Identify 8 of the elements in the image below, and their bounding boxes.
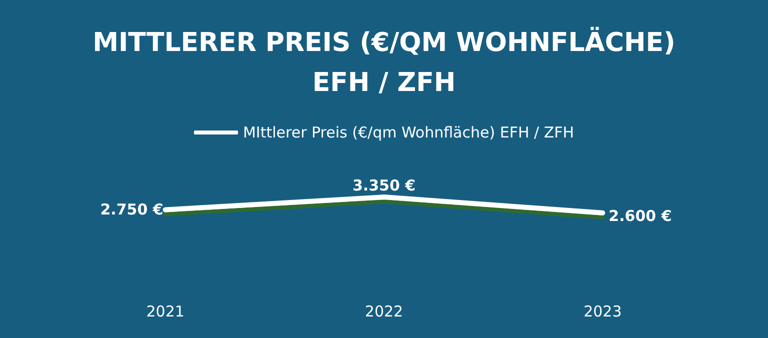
x-tick-label: 2023 xyxy=(584,302,622,320)
data-label: 3.350 € xyxy=(352,176,416,194)
legend-label: MIttlerer Preis (€/qm Wohnfläche) EFH / ZFH xyxy=(242,124,574,142)
data-label: 2.750 € xyxy=(100,200,164,219)
data-label: 2.600 € xyxy=(608,206,672,225)
chart-title: MITTLERER PREIS (€/QM WOHNFLÄCHE) EFH / ZFH xyxy=(92,26,676,98)
x-tick-label: 2021 xyxy=(146,302,184,320)
x-tick-label: 2022 xyxy=(364,302,404,320)
